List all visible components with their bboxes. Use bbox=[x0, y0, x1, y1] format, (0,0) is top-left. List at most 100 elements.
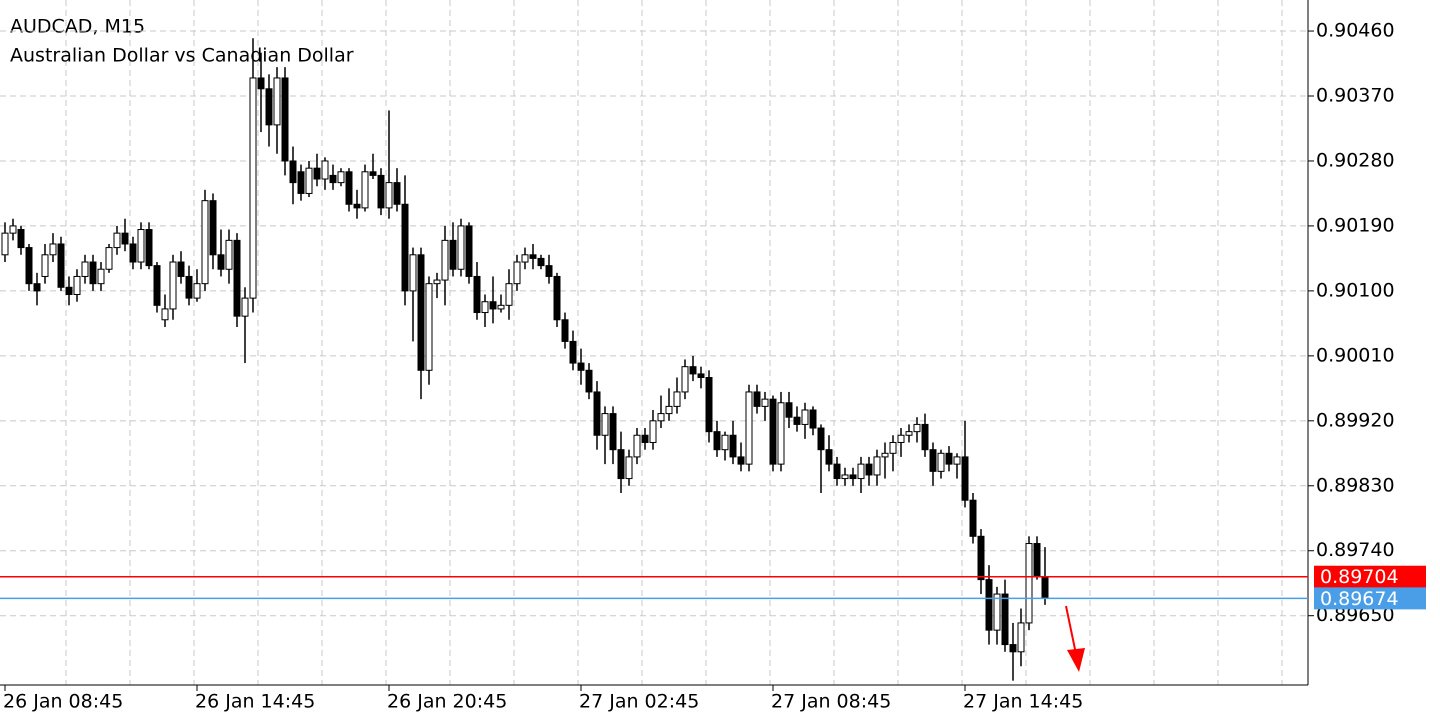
candle-body bbox=[665, 405, 673, 415]
candle-body bbox=[513, 261, 521, 285]
y-tick-label: 0.89650 bbox=[1316, 604, 1395, 626]
candle-body bbox=[137, 229, 145, 263]
candle-body bbox=[289, 160, 297, 184]
candle-body bbox=[169, 261, 177, 310]
price-label: 0.89704 bbox=[1320, 566, 1399, 588]
candle-body bbox=[25, 247, 33, 285]
candle-body bbox=[449, 239, 457, 270]
candle-body bbox=[593, 391, 601, 436]
y-tick-label: 0.90460 bbox=[1316, 20, 1395, 42]
candle-body bbox=[129, 243, 137, 263]
candle-body bbox=[505, 283, 513, 306]
candle-body bbox=[785, 402, 793, 418]
y-tick-label: 0.90100 bbox=[1316, 279, 1395, 301]
price-label-box bbox=[1314, 587, 1426, 610]
x-tick-label: 27 Jan 08:45 bbox=[771, 691, 891, 713]
candle-body bbox=[257, 77, 265, 90]
candle-body bbox=[809, 409, 817, 429]
candle-body bbox=[545, 265, 553, 277]
candle-body bbox=[769, 398, 777, 465]
candle-body bbox=[345, 171, 353, 205]
candle-body bbox=[961, 456, 969, 501]
candle-body bbox=[441, 239, 449, 281]
candle-body bbox=[433, 279, 441, 285]
candle-body bbox=[321, 160, 329, 180]
y-tick-label: 0.89830 bbox=[1316, 474, 1395, 496]
candle-body bbox=[65, 286, 73, 295]
candle-body bbox=[225, 239, 233, 270]
candle-body bbox=[73, 275, 81, 295]
candle-body bbox=[57, 243, 65, 288]
candle-body bbox=[873, 456, 881, 476]
y-tick-label: 0.89740 bbox=[1316, 539, 1395, 561]
vertical-grid bbox=[65, 0, 1283, 685]
signal-arrow bbox=[1065, 605, 1085, 672]
candle-body bbox=[945, 452, 953, 465]
candle-body bbox=[353, 203, 361, 209]
x-tick-label: 27 Jan 14:45 bbox=[963, 691, 1083, 713]
candle-body bbox=[241, 297, 249, 317]
candle-body bbox=[273, 77, 281, 126]
candle-body bbox=[489, 301, 497, 310]
candle-body bbox=[801, 409, 809, 425]
candle-body bbox=[217, 254, 225, 270]
candle-body bbox=[33, 283, 41, 292]
price-label: 0.89674 bbox=[1320, 588, 1399, 610]
candle-body bbox=[1001, 593, 1009, 646]
chart-title: AUDCAD, M15 bbox=[10, 16, 145, 38]
candle-body bbox=[281, 77, 289, 162]
candle-body bbox=[97, 268, 105, 285]
y-tick-label: 0.90010 bbox=[1316, 344, 1395, 366]
candle-body bbox=[121, 232, 129, 245]
candle-body bbox=[473, 275, 481, 314]
candle-body bbox=[569, 340, 577, 364]
candle-body bbox=[185, 275, 193, 299]
candle-body bbox=[777, 402, 785, 465]
y-tick-label: 0.90280 bbox=[1316, 149, 1395, 171]
candle-body bbox=[265, 88, 273, 126]
candle-body bbox=[689, 366, 697, 375]
y-tick-label: 0.90190 bbox=[1316, 214, 1395, 236]
candle-body bbox=[657, 413, 665, 422]
candle-body bbox=[465, 225, 473, 277]
candle-body bbox=[641, 434, 649, 443]
candle-body bbox=[1017, 622, 1025, 653]
y-tick-label: 0.90370 bbox=[1316, 85, 1395, 107]
y-tick-label: 0.89920 bbox=[1316, 409, 1395, 431]
candle-body bbox=[937, 452, 945, 472]
candle-body bbox=[393, 182, 401, 205]
candle-body bbox=[145, 229, 153, 267]
candle-body bbox=[529, 254, 537, 259]
candle-body bbox=[841, 474, 849, 480]
candle-body bbox=[697, 373, 705, 379]
candle-body bbox=[745, 391, 753, 465]
candle-body bbox=[105, 247, 113, 270]
candle-body bbox=[537, 257, 545, 267]
candle-body bbox=[417, 254, 425, 371]
price-label-box bbox=[1314, 565, 1426, 588]
candle-body bbox=[521, 254, 529, 263]
candle-body bbox=[729, 434, 737, 458]
candle-body bbox=[9, 225, 17, 234]
candle-body bbox=[721, 434, 729, 451]
candle-body bbox=[737, 456, 745, 465]
candle-body bbox=[89, 261, 97, 285]
candle-body bbox=[49, 243, 57, 256]
candle-body bbox=[153, 265, 161, 306]
candle-body bbox=[585, 369, 593, 393]
candle-body bbox=[985, 579, 993, 631]
candle-body bbox=[977, 535, 985, 581]
candle-body bbox=[561, 319, 569, 342]
x-tick-label: 26 Jan 08:45 bbox=[3, 691, 123, 713]
candle-body bbox=[1041, 576, 1049, 599]
candle-body bbox=[193, 283, 201, 299]
candle-body bbox=[881, 452, 889, 458]
candle-body bbox=[625, 456, 633, 480]
candle-body bbox=[761, 398, 769, 407]
candle-body bbox=[305, 167, 313, 194]
candle-body bbox=[609, 413, 617, 451]
candle-body bbox=[953, 456, 961, 465]
candle-body bbox=[929, 449, 937, 472]
candle-body bbox=[361, 171, 369, 209]
candle-body bbox=[825, 449, 833, 465]
